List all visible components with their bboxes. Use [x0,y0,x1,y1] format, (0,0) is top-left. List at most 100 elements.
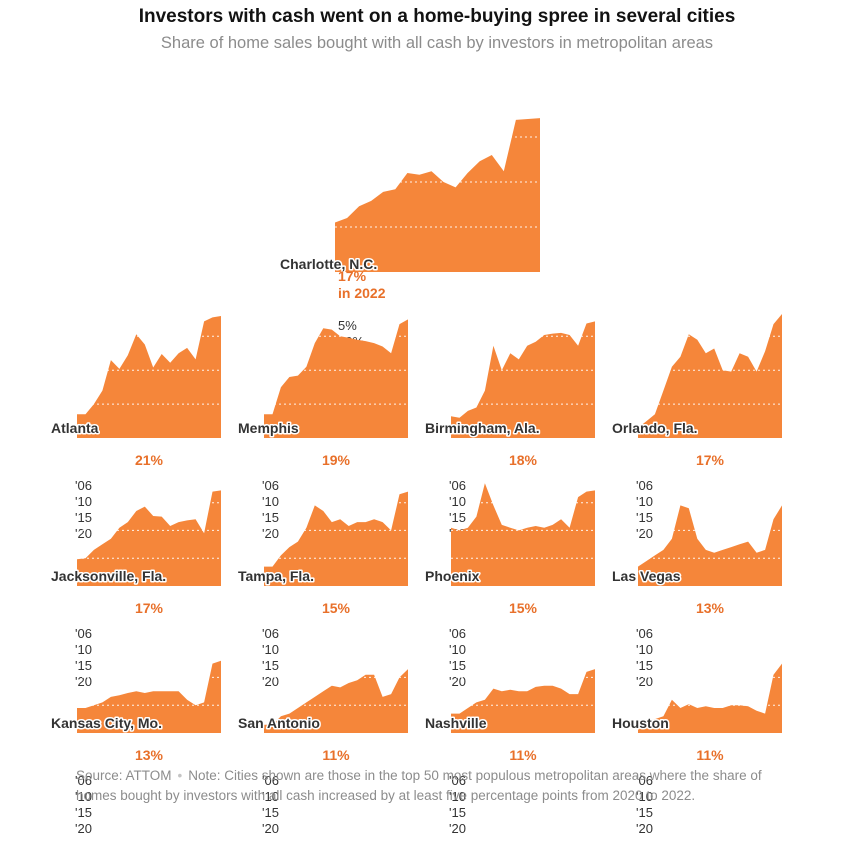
area-tampa-fla [264,491,408,586]
city-label-phoenix: Phoenix [425,568,480,584]
panel-atlanta: Atlanta 21% '06'10'15'20 [50,316,221,541]
area-san-antonio [264,669,408,733]
chart-title: Investors with cash went on a home-buyin… [138,6,736,27]
panel-kansas-city-mo: Kansas City, Mo.13%'06'10'15'20 [50,649,221,836]
panel-orlando-fla: Orlando, Fla. 17% '06'10'15'20 [611,314,782,541]
city-label-memphis: Memphis [238,420,299,436]
x-tick-1-birmingham-ala: '10 [449,494,466,509]
panel-birmingham-ala: Birmingham, Ala.18%'06'10'15'20 [424,321,595,541]
x-tick-2-kansas-city-mo: '15 [75,805,92,820]
x-tick-0-tampa-fla: '06 [262,626,279,641]
x-tick-0-jacksonville-fla: '06 [75,626,92,641]
x-tick-0-orlando-fla: '06 [636,478,653,493]
x-tick-2-nashville: '15 [449,805,466,820]
x-tick-2-atlanta: '15 [75,510,92,525]
pct-label-phoenix: 15% [509,600,538,616]
pct-note-charlotte-n-c: in 2022 [338,285,386,301]
pct-label-charlotte-n-c: 17% [338,268,367,284]
x-tick-3-jacksonville-fla: '20 [75,674,92,689]
y-tick-5-charlotte-n-c: 5% [338,318,357,333]
x-tick-3-atlanta: '20 [75,526,92,541]
x-tick-0-birmingham-ala: '06 [449,478,466,493]
area-jacksonville-fla [77,490,221,586]
area-houston [638,663,782,733]
city-label-orlando-fla: Orlando, Fla. [612,420,698,436]
x-tick-3-kansas-city-mo: '20 [75,821,92,836]
city-label-nashville: Nashville [425,715,487,731]
pct-label-kansas-city-mo: 13% [135,747,164,763]
city-label-birmingham-ala: Birmingham, Ala. [425,420,540,436]
x-tick-3-orlando-fla: '20 [636,526,653,541]
x-tick-2-houston: '15 [636,805,653,820]
panel-tampa-fla: Tampa, Fla.15%'06'10'15'20 [237,491,408,689]
city-label-las-vegas: Las Vegas [612,568,681,584]
area-phoenix [451,483,595,586]
x-tick-3-houston: '20 [636,821,653,836]
area-kansas-city-mo [77,660,221,733]
pct-label-las-vegas: 13% [696,600,725,616]
x-tick-3-nashville: '20 [449,821,466,836]
pct-label-atlanta: 21% [135,452,164,468]
source-note: Source: ATTOM • Note: Cities shown are tho… [76,766,784,806]
x-tick-0-atlanta: '06 [75,478,92,493]
x-tick-0-memphis: '06 [262,478,279,493]
pct-label-nashville: 11% [509,747,537,763]
pct-label-birmingham-ala: 18% [509,452,538,468]
x-tick-1-atlanta: '10 [75,494,92,509]
x-tick-2-san-antonio: '15 [262,805,279,820]
city-label-tampa-fla: Tampa, Fla. [238,568,314,584]
x-tick-3-phoenix: '20 [449,674,466,689]
pct-label-tampa-fla: 15% [322,600,351,616]
city-label-houston: Houston [612,715,669,731]
area-charlotte-n-c [335,118,540,272]
x-tick-0-san-antonio: '06 [262,773,279,788]
x-tick-2-phoenix: '15 [449,658,466,673]
area-birmingham-ala [451,321,595,438]
x-tick-0-nashville: '06 [449,773,466,788]
x-tick-3-memphis: '20 [262,526,279,541]
x-tick-1-memphis: '10 [262,494,279,509]
chart-subtitle: Share of home sales bought with all cash… [160,34,714,52]
pct-label-jacksonville-fla: 17% [135,600,164,616]
x-tick-2-orlando-fla: '15 [636,510,653,525]
area-orlando-fla [638,314,782,438]
x-tick-3-san-antonio: '20 [262,821,279,836]
area-nashville [451,669,595,733]
x-tick-1-nashville: '10 [449,789,466,804]
city-label-charlotte-n-c: Charlotte, N.C. [280,256,377,272]
x-tick-3-las-vegas: '20 [636,674,653,689]
area-las-vegas [638,505,782,586]
x-tick-1-kansas-city-mo: '10 [75,789,92,804]
x-tick-1-houston: '10 [636,789,653,804]
pct-label-houston: 11% [696,747,724,763]
pct-label-san-antonio: 11% [322,747,350,763]
x-tick-2-las-vegas: '15 [636,658,653,673]
source-label: Source: ATTOM [76,768,172,783]
x-tick-0-phoenix: '06 [449,626,466,641]
city-label-san-antonio: San Antonio [238,715,320,731]
x-tick-2-birmingham-ala: '15 [449,510,466,525]
x-tick-3-tampa-fla: '20 [262,674,279,689]
x-tick-0-kansas-city-mo: '06 [75,773,92,788]
x-tick-2-memphis: '15 [262,510,279,525]
x-tick-0-houston: '06 [636,773,653,788]
x-tick-1-san-antonio: '10 [262,789,279,804]
city-label-atlanta: Atlanta [51,420,99,436]
pct-label-memphis: 19% [322,452,351,468]
area-atlanta [77,316,221,438]
x-tick-2-tampa-fla: '15 [262,658,279,673]
pct-label-orlando-fla: 17% [696,452,725,468]
city-label-kansas-city-mo: Kansas City, Mo. [51,715,162,731]
x-tick-2-jacksonville-fla: '15 [75,658,92,673]
panel-memphis: Memphis 19% '06'10'15'20 [237,319,408,541]
note-text: Note: Cities shown are those in the top … [76,768,762,803]
separator-dot: • [177,768,183,783]
city-label-jacksonville-fla: Jacksonville, Fla. [51,568,166,584]
area-memphis [264,319,408,438]
x-tick-1-orlando-fla: '10 [636,494,653,509]
